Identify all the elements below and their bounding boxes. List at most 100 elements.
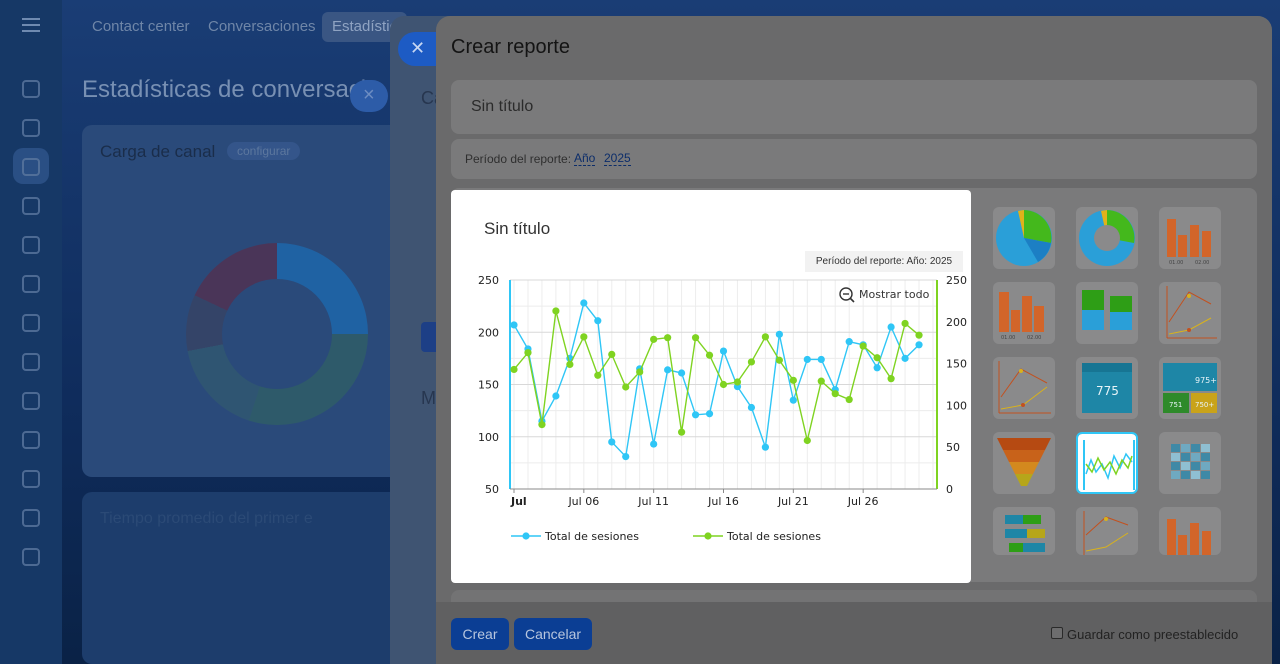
pie-chart-thumb[interactable] xyxy=(993,207,1055,269)
line-chart-thumb[interactable] xyxy=(993,357,1055,419)
data-point xyxy=(887,375,895,383)
stat-a: 975+ xyxy=(1195,376,1217,385)
card2-title: Tiempo promedio del primer e xyxy=(100,510,313,527)
line-two-axes-thumb[interactable] xyxy=(1076,432,1138,494)
data-point xyxy=(873,364,881,372)
y-left-tick-label: 250 xyxy=(478,274,499,287)
document-icon[interactable] xyxy=(22,470,40,488)
funnel-icon xyxy=(997,438,1051,486)
line-points-2-thumb[interactable] xyxy=(1076,507,1138,555)
save-preset-checkbox[interactable] xyxy=(1051,627,1063,639)
cart-icon[interactable] xyxy=(22,275,40,293)
data-point xyxy=(901,319,909,328)
report-name-field[interactable]: Sin título xyxy=(451,80,1257,134)
stacked-horizontal-thumb[interactable] xyxy=(993,507,1055,555)
data-point xyxy=(803,436,811,445)
multi-number-thumb[interactable]: 975+ 751 750+ xyxy=(1159,357,1221,419)
data-point xyxy=(705,410,714,418)
configure-button[interactable]: configurar xyxy=(227,142,301,160)
data-point xyxy=(650,440,658,448)
target-icon[interactable] xyxy=(22,431,40,449)
stat-number: 775 xyxy=(1096,384,1119,398)
show-all-label: Mostrar todo xyxy=(859,288,930,301)
close-icon[interactable] xyxy=(350,80,388,112)
data-point xyxy=(845,395,853,404)
period-unit-select[interactable]: Año xyxy=(574,151,596,166)
data-point xyxy=(691,411,700,419)
filter-icon[interactable] xyxy=(22,158,40,176)
line-chart-icon xyxy=(998,361,1051,414)
contact-center-icon[interactable] xyxy=(22,80,40,98)
donut-chart-thumb[interactable] xyxy=(1076,207,1138,269)
heatmap-thumb[interactable] xyxy=(1159,432,1221,494)
inbox-icon[interactable] xyxy=(22,197,40,215)
x-tick-label: Jul 26 xyxy=(847,495,879,508)
y-right-tick-label: 100 xyxy=(946,399,967,412)
y-right-tick-label: 200 xyxy=(946,316,967,329)
data-point xyxy=(761,333,769,341)
period-year-select[interactable]: 2025 xyxy=(604,151,631,166)
channel-load-card: Carga de canal configurar xyxy=(82,125,412,477)
data-point xyxy=(524,349,532,357)
chart-series xyxy=(510,299,923,461)
tasks-icon[interactable] xyxy=(22,119,40,137)
create-button[interactable]: Crear xyxy=(451,618,509,650)
pie-chart-icon xyxy=(996,210,1052,266)
data-point xyxy=(775,356,783,364)
response-time-card: Tiempo promedio del primer e xyxy=(82,492,412,664)
data-point xyxy=(873,354,881,362)
stacked-horizontal-icon xyxy=(1005,515,1045,552)
slider-text-fragment: M xyxy=(421,388,436,408)
data-point xyxy=(747,358,756,366)
funnel-thumb[interactable] xyxy=(993,432,1055,494)
pen-icon[interactable] xyxy=(22,509,40,527)
help-icon[interactable] xyxy=(22,548,40,566)
bar-chart-icon: 01.00 02.00 xyxy=(1167,219,1211,266)
zoom-out-icon xyxy=(839,287,853,301)
data-point xyxy=(510,321,518,329)
bar-chart-3-thumb[interactable] xyxy=(1159,507,1221,555)
bar-chart-thumb[interactable]: 01.00 02.00 xyxy=(1159,207,1221,269)
bar-chart-2-icon: 01.00 02.00 xyxy=(999,292,1044,341)
data-point xyxy=(566,360,574,369)
y-left-tick-label: 200 xyxy=(478,326,499,339)
line-points-thumb[interactable] xyxy=(1159,282,1221,344)
data-point xyxy=(538,421,546,429)
calendar-icon[interactable] xyxy=(22,353,40,371)
period-label: Período del reporte: xyxy=(465,152,572,166)
y-right-tick-label: 0 xyxy=(946,483,953,496)
number-widget-thumb[interactable]: 775 xyxy=(1076,357,1138,419)
report-period-row: Período del reporte: Año 2025 xyxy=(451,139,1257,179)
show-all-button[interactable]: Mostrar todo xyxy=(839,287,930,303)
close-slider-button[interactable]: ✕ xyxy=(398,32,438,66)
data-point xyxy=(775,330,783,338)
data-point xyxy=(789,376,797,384)
data-point xyxy=(510,365,518,374)
panel-title: Crear reporte xyxy=(451,36,570,58)
cancel-button[interactable]: Cancelar xyxy=(514,618,592,650)
chart-tick-labels: 250 200 150 100 50 250 200 150 100 50 0 Jul Jul 06 Ju… xyxy=(478,274,967,508)
report-period-badge: Período del reporte: Año: 2025 xyxy=(805,251,963,272)
collapsed-section xyxy=(451,590,1257,604)
data-point xyxy=(859,342,867,350)
line-chart: 250 200 150 100 50 250 200 150 100 50 0 Jul Jul 06 Ju… xyxy=(478,274,967,543)
stacked-bar-thumb[interactable] xyxy=(1076,282,1138,344)
chat-icon[interactable] xyxy=(22,314,40,332)
chart-legend[interactable]: Total de sesiones Total de sesiones xyxy=(511,530,821,543)
tab-conversaciones[interactable]: Conversaciones xyxy=(208,18,316,35)
menu-icon[interactable] xyxy=(22,18,40,32)
data-point xyxy=(831,390,839,398)
data-point xyxy=(594,317,602,325)
bar-chart-3-icon xyxy=(1167,519,1211,555)
y-right-tick-label: 250 xyxy=(946,274,967,287)
tab-contact-center[interactable]: Contact center xyxy=(92,18,190,35)
bar-chart-2-thumb[interactable]: 01.00 02.00 xyxy=(993,282,1055,344)
briefcase-icon[interactable] xyxy=(22,392,40,410)
analytics-icon[interactable] xyxy=(22,236,40,254)
slider-button-fragment[interactable] xyxy=(421,322,437,352)
sidebar-active-highlight xyxy=(13,148,49,184)
data-point xyxy=(622,383,630,391)
data-point xyxy=(580,333,588,341)
data-point xyxy=(664,366,672,374)
y-left-tick-label: 100 xyxy=(478,431,499,444)
